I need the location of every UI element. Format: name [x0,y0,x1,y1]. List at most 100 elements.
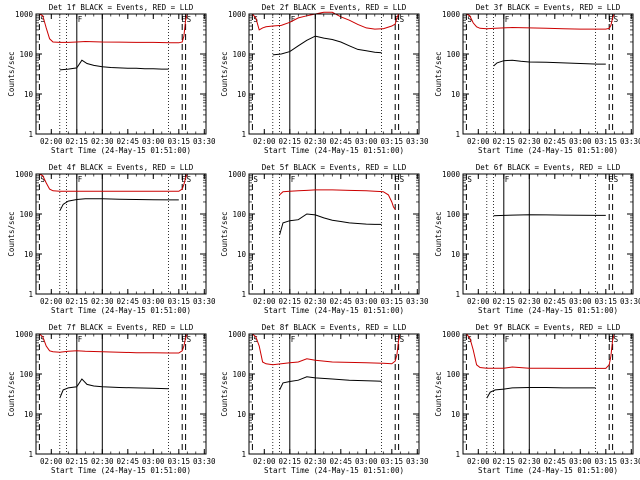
x-tick-label: 02:00 [253,297,276,306]
x-tick-label: 02:30 [304,137,327,146]
plot-frame [35,173,207,295]
y-tick-label: 1 [241,290,246,299]
x-tick-label: 03:00 [569,137,592,146]
x-tick-label: 03:30 [620,457,640,466]
lld-series-line [279,189,396,210]
marker-letter-flare: F [505,15,510,24]
marker-letter-end: E [182,15,187,24]
x-tick-label: 03:00 [355,137,378,146]
x-tick-label: 02:30 [304,457,327,466]
y-tick-label: 1000 [442,170,461,179]
y-axis-label: Counts/sec [220,51,229,96]
y-tick-label: 1 [241,450,246,459]
lld-series-line [39,333,189,354]
marker-letter-start: S [614,175,619,184]
y-tick-label: 1 [28,290,33,299]
marker-letter-start: S [187,15,192,24]
y-tick-label: 10 [24,250,34,259]
plot-frame [248,333,420,455]
x-tick-label: 02:00 [467,137,490,146]
x-tick-label: 03:30 [620,297,640,306]
lld-series-line [252,333,402,366]
x-tick-label: 02:45 [330,457,353,466]
y-axis-label: Counts/sec [434,371,443,416]
marker-letter-end: E [395,175,400,184]
x-tick-label: 02:15 [66,137,89,146]
y-tick-label: 100 [446,210,460,219]
marker-letter-start: S [40,335,45,344]
x-axis-label: Start Time (24-May-15 01:51:00) [264,306,404,315]
x-axis-label: Start Time (24-May-15 01:51:00) [51,466,191,475]
marker-letter-flare: F [78,175,83,184]
y-tick-label: 1000 [15,170,34,179]
y-tick-label: 10 [237,410,247,419]
x-axis-label: Start Time (24-May-15 01:51:00) [51,306,191,315]
x-tick-label: 02:00 [40,457,63,466]
x-tick-label: 02:15 [493,457,516,466]
x-tick-label: 03:15 [595,297,618,306]
panel-title: Det 7f BLACK = Events, RED = LLD [49,323,194,332]
events-series-line [59,59,169,71]
marker-letter-start: S [187,335,192,344]
x-tick-label: 03:15 [595,137,618,146]
x-tick-label: 03:15 [168,297,191,306]
x-tick-label: 02:15 [279,457,302,466]
x-tick-label: 02:15 [66,297,89,306]
panel-title: Det 5f BLACK = Events, RED = LLD [262,163,407,172]
lld-series-line [466,13,616,30]
y-tick-label: 1000 [228,170,247,179]
x-tick-label: 03:00 [142,297,165,306]
x-axis-label: Start Time (24-May-15 01:51:00) [478,146,618,155]
marker-letter-start: S [400,175,405,184]
marker-letter-start: S [400,15,405,24]
x-tick-label: 02:00 [467,457,490,466]
events-series-line [272,35,382,56]
plot-frame [35,13,207,135]
x-tick-label: 02:30 [91,457,114,466]
x-tick-label: 02:15 [279,137,302,146]
marker-letter-start: S [614,335,619,344]
plot-frame [248,13,420,135]
y-axis-label: Counts/sec [7,371,16,416]
y-axis-label: Counts/sec [7,211,16,256]
x-axis-label: Start Time (24-May-15 01:51:00) [264,466,404,475]
x-tick-label: 02:45 [330,137,353,146]
marker-letter-start: S [253,335,258,344]
x-tick-label: 03:15 [381,457,404,466]
x-tick-label: 02:15 [493,137,516,146]
y-tick-label: 10 [24,90,34,99]
x-tick-label: 03:15 [595,457,618,466]
marker-letter-flare: F [291,175,296,184]
x-tick-label: 02:00 [40,297,63,306]
marker-letter-start: S [253,175,258,184]
y-tick-label: 10 [237,90,247,99]
y-axis-label: Counts/sec [220,211,229,256]
x-axis-label: Start Time (24-May-15 01:51:00) [264,146,404,155]
x-tick-label: 03:15 [381,137,404,146]
marker-letter-flare: F [291,335,296,344]
marker-letter-start: S [400,335,405,344]
events-series-line [493,214,606,217]
y-tick-label: 1 [455,130,460,139]
y-tick-label: 10 [451,90,461,99]
panel-title: Det 6f BLACK = Events, RED = LLD [476,163,621,172]
x-tick-label: 02:45 [117,297,140,306]
lld-series-line [39,173,189,192]
marker-letter-flare: F [291,15,296,24]
plot-frame [248,173,420,295]
x-tick-label: 02:00 [253,137,276,146]
plot-frame [35,333,207,455]
y-tick-label: 1000 [228,10,247,19]
marker-letter-start: S [187,175,192,184]
x-tick-label: 02:00 [253,457,276,466]
x-tick-label: 02:30 [518,297,541,306]
x-tick-label: 03:30 [406,137,429,146]
